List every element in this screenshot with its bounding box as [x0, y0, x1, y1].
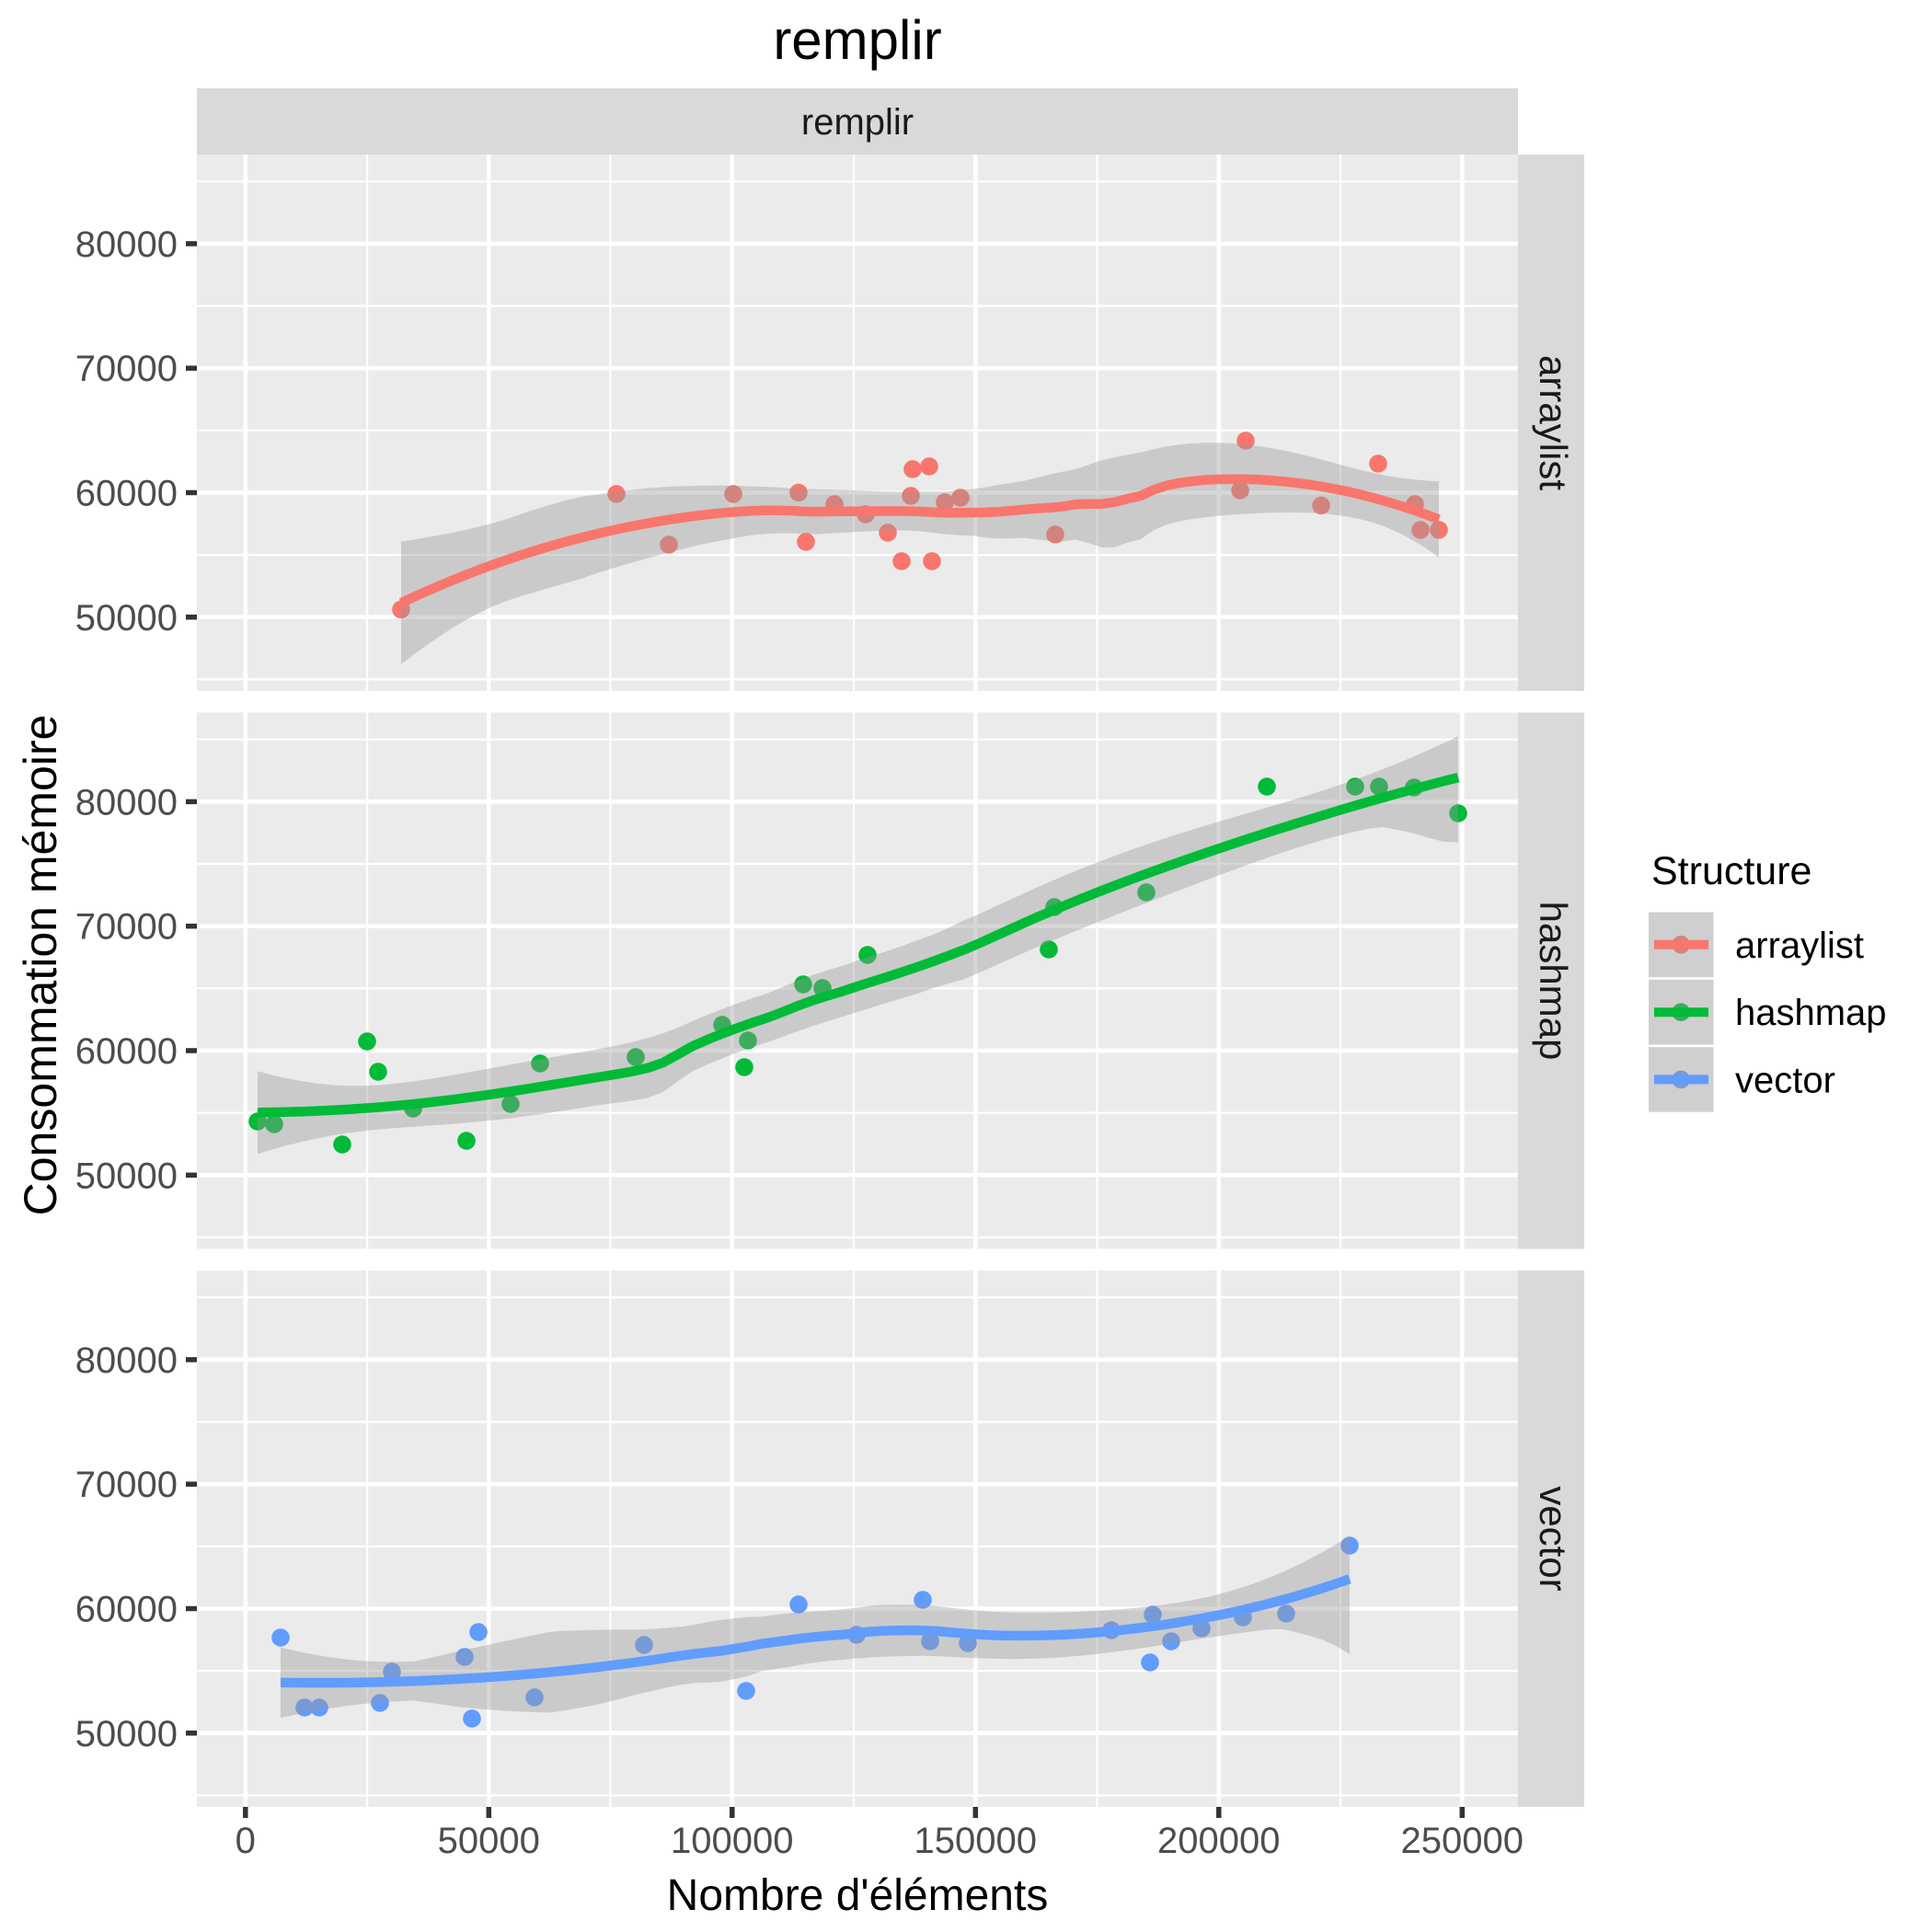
svg-text:80000: 80000 — [75, 1340, 178, 1381]
svg-text:70000: 70000 — [75, 1465, 178, 1505]
svg-text:Nombre d'éléments: Nombre d'éléments — [667, 1871, 1049, 1920]
svg-text:50000: 50000 — [75, 1714, 178, 1754]
svg-text:100000: 100000 — [671, 1821, 793, 1861]
svg-text:remplir: remplir — [773, 9, 941, 71]
svg-text:60000: 60000 — [75, 474, 178, 514]
svg-text:hashmap: hashmap — [1532, 902, 1575, 1061]
svg-text:80000: 80000 — [75, 782, 178, 822]
svg-text:0: 0 — [236, 1821, 256, 1861]
svg-text:200000: 200000 — [1157, 1821, 1280, 1861]
svg-text:150000: 150000 — [914, 1821, 1037, 1861]
svg-text:hashmap: hashmap — [1735, 993, 1887, 1033]
svg-text:arraylist: arraylist — [1532, 355, 1575, 490]
svg-text:70000: 70000 — [75, 907, 178, 948]
svg-text:70000: 70000 — [75, 349, 178, 389]
svg-text:60000: 60000 — [75, 1590, 178, 1630]
svg-text:Consommation mémoire: Consommation mémoire — [15, 715, 66, 1216]
svg-text:Structure: Structure — [1651, 849, 1811, 893]
svg-text:vector: vector — [1532, 1486, 1575, 1591]
svg-text:50000: 50000 — [75, 1156, 178, 1196]
svg-text:80000: 80000 — [75, 224, 178, 265]
svg-text:50000: 50000 — [438, 1821, 540, 1861]
svg-text:50000: 50000 — [75, 598, 178, 638]
svg-text:remplir: remplir — [801, 102, 914, 143]
svg-text:arraylist: arraylist — [1735, 926, 1864, 966]
svg-text:250000: 250000 — [1401, 1821, 1524, 1861]
svg-text:60000: 60000 — [75, 1031, 178, 1072]
svg-text:vector: vector — [1735, 1060, 1835, 1100]
